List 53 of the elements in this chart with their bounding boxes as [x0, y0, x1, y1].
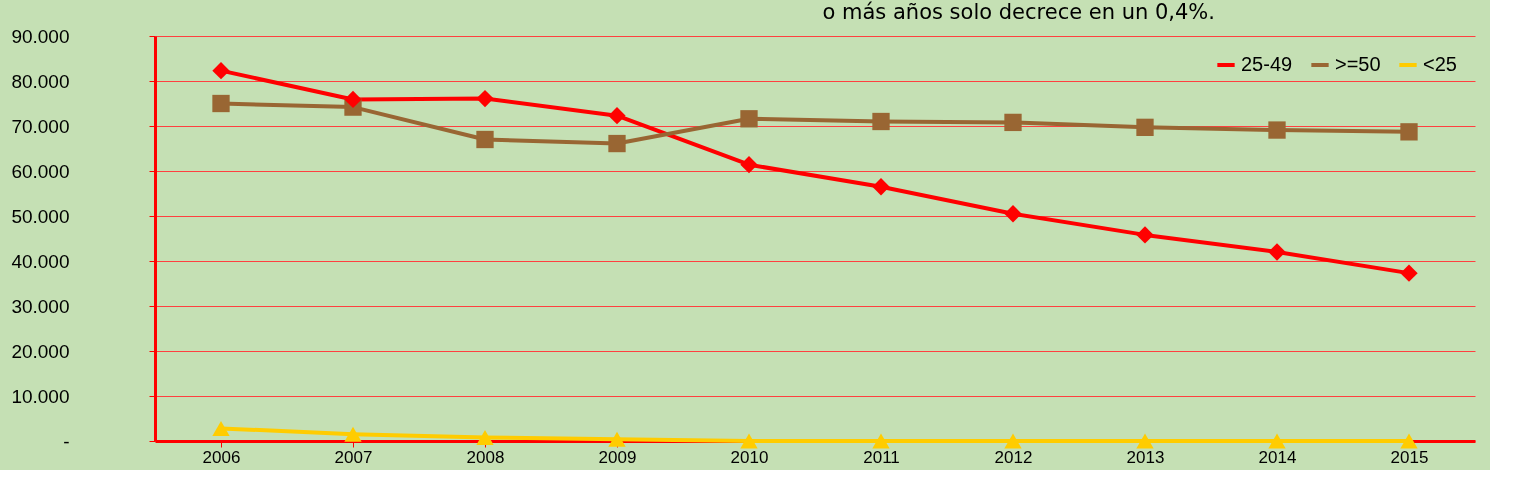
x-tick-label: 2010 — [730, 447, 769, 467]
point — [1400, 123, 1418, 141]
point — [872, 433, 890, 449]
point — [608, 106, 626, 125]
y-tick-label: 50.000 — [11, 205, 70, 227]
point — [1004, 433, 1022, 449]
y-tick-label: 90.000 — [11, 25, 70, 47]
point — [476, 130, 494, 149]
point — [1268, 433, 1286, 449]
point — [1136, 433, 1154, 449]
point — [476, 89, 494, 108]
x-tick-label: 2009 — [598, 447, 637, 467]
point — [212, 61, 230, 80]
point — [344, 90, 362, 109]
legend-label: <25 — [1423, 53, 1457, 75]
point — [344, 426, 362, 442]
x-tick-label: 2008 — [466, 447, 505, 467]
point — [212, 94, 230, 113]
point — [1136, 226, 1154, 244]
legend-label: >=50 — [1335, 53, 1381, 75]
x-tick-label: 2013 — [1126, 447, 1165, 467]
y-tick-label: 30.000 — [11, 295, 70, 317]
x-tick-label: 2011 — [863, 447, 900, 467]
point — [872, 178, 890, 196]
x-tick-label: 2006 — [202, 447, 241, 467]
point — [1400, 433, 1418, 449]
y-tick-label: 60.000 — [11, 160, 70, 182]
point — [740, 110, 758, 128]
point — [740, 433, 758, 449]
y-tick-label: 80.000 — [11, 70, 70, 92]
point — [212, 420, 230, 436]
point — [740, 156, 758, 174]
point — [1004, 113, 1022, 132]
x-tick-label: 2012 — [994, 447, 1033, 467]
chart-title: o más años solo decrece en un 0,4%. — [822, 0, 1215, 24]
y-tick-label: - — [63, 430, 70, 452]
point — [476, 429, 494, 445]
point — [872, 112, 890, 131]
y-tick-label: 10.000 — [11, 385, 70, 407]
x-tick-label: 2015 — [1390, 447, 1429, 467]
x-tick-label: 2007 — [334, 447, 373, 467]
y-tick-label: 70.000 — [11, 115, 70, 137]
point — [1268, 121, 1286, 139]
y-tick-label: 20.000 — [11, 340, 70, 362]
y-tick-label: 40.000 — [11, 250, 70, 272]
x-tick-label: 2014 — [1258, 447, 1297, 467]
point — [608, 134, 626, 153]
legend-label: 25-49 — [1241, 53, 1293, 75]
point — [1004, 205, 1022, 223]
point — [608, 431, 626, 447]
point — [1268, 243, 1286, 261]
point — [1400, 264, 1418, 282]
point — [1136, 118, 1154, 137]
